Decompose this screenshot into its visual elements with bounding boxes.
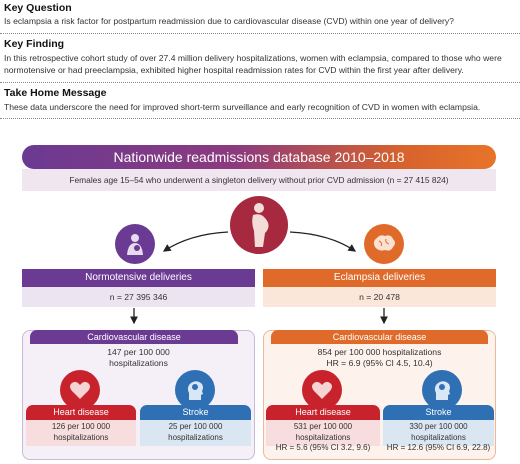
head-brain-icon <box>422 370 462 410</box>
heart-icon <box>60 370 100 410</box>
eclampsia-group-label: Eclampsia deliveries <box>263 269 496 287</box>
normotensive-cvd-unit: hospitalizations <box>109 358 168 368</box>
head-brain-icon <box>175 370 215 410</box>
divider <box>0 118 520 119</box>
eclampsia-cvd-hr: HR = 6.9 (95% CI 4.5, 10.4) <box>326 358 433 368</box>
normotensive-heart-values: 126 per 100 000 hospitalizations <box>26 420 136 446</box>
eclampsia-stroke-rate: 330 per 100 000 hospitalizations <box>409 422 468 442</box>
normotensive-n: n = 27 395 346 <box>22 287 255 307</box>
take-home-title: Take Home Message <box>4 87 107 99</box>
divider <box>0 82 520 83</box>
eclampsia-heart-rate: 531 per 100 000 hospitalizations <box>293 422 353 442</box>
eclampsia-n: n = 20 478 <box>263 287 496 307</box>
eclampsia-cvd-rate: 854 per 100 000 hospitalizations <box>317 347 442 357</box>
divider <box>0 33 520 34</box>
key-question-text: Is eclampsia a risk factor for postpartu… <box>4 16 454 26</box>
normotensive-stroke-unit: hospitalizations <box>168 432 223 442</box>
mother-baby-icon <box>115 224 155 264</box>
normotensive-cvd-rate: 147 per 100 000 <box>107 347 170 357</box>
normotensive-cvd-title: Cardiovascular disease <box>30 330 238 344</box>
normotensive-stroke-values: 25 per 100 000 hospitalizations <box>140 420 251 446</box>
cohort-description: Females age 15–54 who underwent a single… <box>22 169 496 191</box>
normotensive-group-label: Normotensive deliveries <box>22 269 255 287</box>
heart-icon <box>302 370 342 410</box>
key-finding-text: In this retrospective cohort study of ov… <box>4 53 502 75</box>
eclampsia-stroke-hr: HR = 12.6 (95% CI 6.9, 22.8) <box>386 443 491 452</box>
eclampsia-heart-hr: HR = 5.6 (95% CI 3.2, 9.6) <box>275 443 371 452</box>
eclampsia-heart-title: Heart disease <box>266 405 380 420</box>
take-home-text: These data underscore the need for impro… <box>4 102 481 112</box>
eclampsia-heart-values: 531 per 100 000 hospitalizations HR = 5.… <box>266 420 380 452</box>
eclampsia-cvd-title: Cardiovascular disease <box>271 330 488 344</box>
eclampsia-stroke-title: Stroke <box>383 405 494 420</box>
normotensive-heart-rate: 126 per 100 000 <box>51 422 111 431</box>
normotensive-heart-unit: hospitalizations <box>53 432 109 442</box>
normotensive-heart-title: Heart disease <box>26 405 136 420</box>
pregnant-woman-icon <box>230 196 288 254</box>
brain-icon <box>364 224 404 264</box>
key-finding-title: Key Finding <box>4 38 65 50</box>
figure-title: Nationwide readmissions database 2010–20… <box>22 145 496 169</box>
normotensive-stroke-rate: 25 per 100 000 <box>168 422 223 431</box>
key-question-title: Key Question <box>4 2 72 14</box>
normotensive-stroke-title: Stroke <box>140 405 251 420</box>
eclampsia-stroke-values: 330 per 100 000 hospitalizations HR = 12… <box>383 420 494 452</box>
